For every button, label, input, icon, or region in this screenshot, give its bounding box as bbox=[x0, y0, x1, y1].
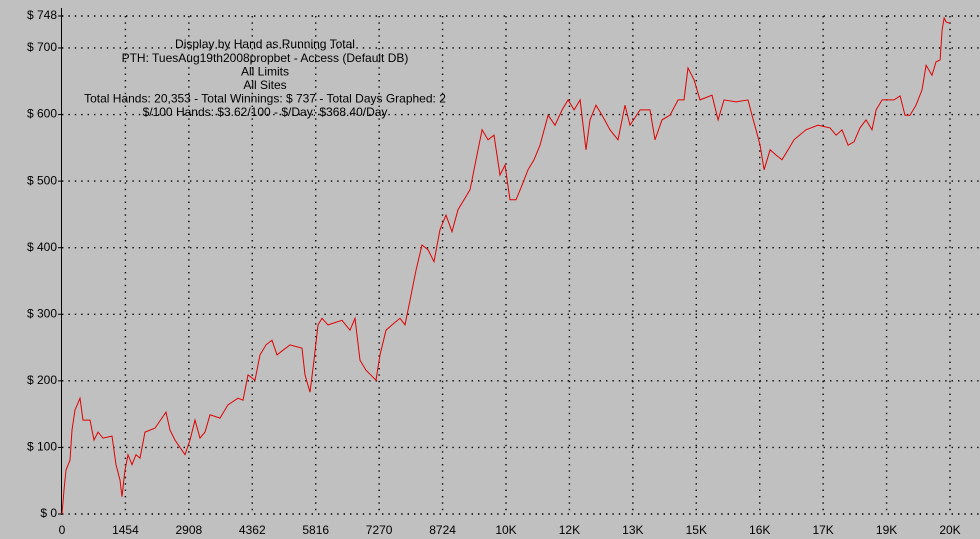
annotation-line: Total Hands: 20,353 - Total Winnings: $ … bbox=[84, 92, 446, 106]
x-tick-label: 1454 bbox=[112, 523, 139, 537]
y-tick-label: $ 700 bbox=[27, 40, 57, 54]
x-tick-label: 13K bbox=[622, 523, 643, 537]
annotation-line: All Limits bbox=[241, 64, 289, 78]
series-line bbox=[61, 16, 951, 515]
x-tick-label: 2908 bbox=[176, 523, 203, 537]
y-tick-label: $ 200 bbox=[27, 373, 57, 387]
x-tick-label: 7270 bbox=[366, 523, 393, 537]
y-tick-label: $ 600 bbox=[27, 107, 57, 121]
x-tick-label: 19K bbox=[876, 523, 897, 537]
x-tick-label: 5816 bbox=[302, 523, 329, 537]
x-tick-label: 10K bbox=[495, 523, 516, 537]
x-tick-label: 4362 bbox=[239, 523, 266, 537]
y-tick-label: $ 400 bbox=[27, 240, 57, 254]
y-tick-label: $ 500 bbox=[27, 173, 57, 187]
y-tick-label: $ 300 bbox=[27, 306, 57, 320]
annotation-line: PTH: TuesAug19th2008propbet - Access (De… bbox=[122, 51, 409, 65]
y-tick-label: $ 748 bbox=[27, 8, 57, 22]
x-tick-label: 0 bbox=[59, 523, 66, 537]
x-tick-label: 17K bbox=[812, 523, 833, 537]
annotation-line: Display by Hand as Running Total bbox=[175, 37, 355, 51]
annotation-line: $/100 Hands: $3.62/100 - $/Day: $368.40/… bbox=[143, 105, 388, 119]
x-tick-label: 20K bbox=[939, 523, 960, 537]
y-tick-label: $ 0 bbox=[40, 506, 57, 520]
x-tick-label: 16K bbox=[749, 523, 770, 537]
x-tick-label: 8724 bbox=[429, 523, 456, 537]
annotation-line: All Sites bbox=[243, 78, 286, 92]
x-tick-label: 15K bbox=[686, 523, 707, 537]
x-tick-label: 12K bbox=[559, 523, 580, 537]
y-tick-label: $ 100 bbox=[27, 440, 57, 454]
